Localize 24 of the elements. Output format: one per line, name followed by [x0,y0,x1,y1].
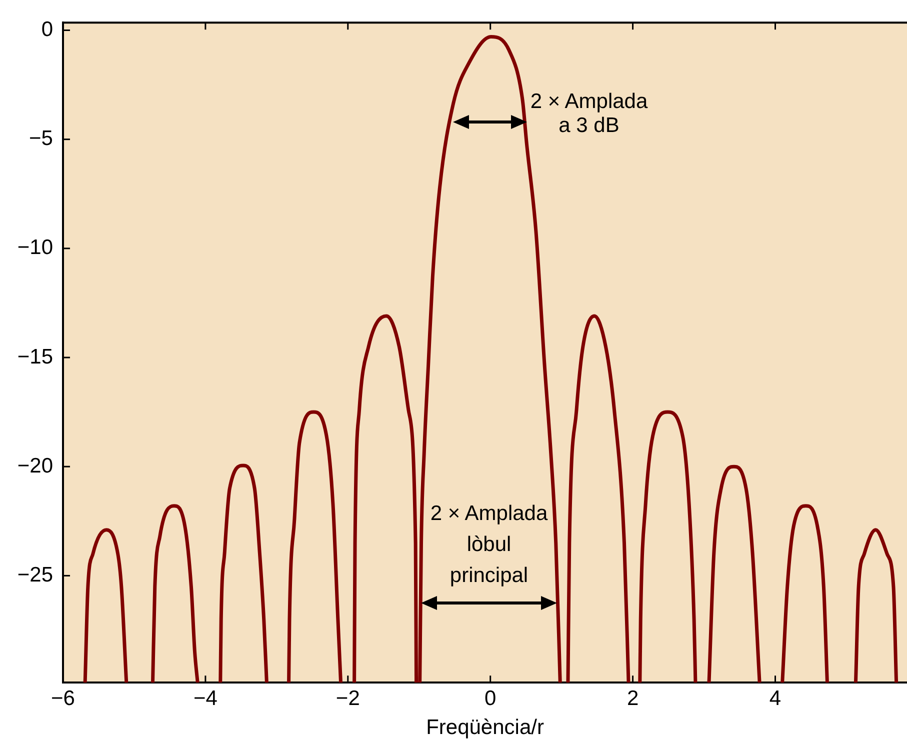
y-tick-label: −25 [17,563,53,586]
annotation: 2 × Amplada a 3 dB [530,90,648,138]
y-tick-label: 0 [41,18,53,42]
x-tick-label: 4 [769,686,782,710]
line-series [707,464,762,683]
annotation: 2 × Amplada lòbul principal [430,501,548,589]
x-tick-label: 0 [484,686,496,710]
line-series [287,410,343,683]
line-series [83,528,128,683]
line-series [566,314,630,683]
line-series [150,504,200,683]
y-tick-label: −5 [29,127,53,150]
y-tick-label: −10 [17,236,53,260]
x-tick-label: −4 [193,686,218,710]
line-series [638,410,698,683]
x-tick-label: 2 [626,686,639,710]
line-series [780,504,829,683]
line-series [854,528,898,683]
y-tick-label: −15 [17,345,53,368]
line-series [218,464,268,683]
x-tick-label: −6 [51,686,75,710]
y-tick-label: −20 [17,454,53,478]
x-tick-label: −2 [336,686,360,710]
x-axis-title: Freqüència/r [426,716,544,740]
